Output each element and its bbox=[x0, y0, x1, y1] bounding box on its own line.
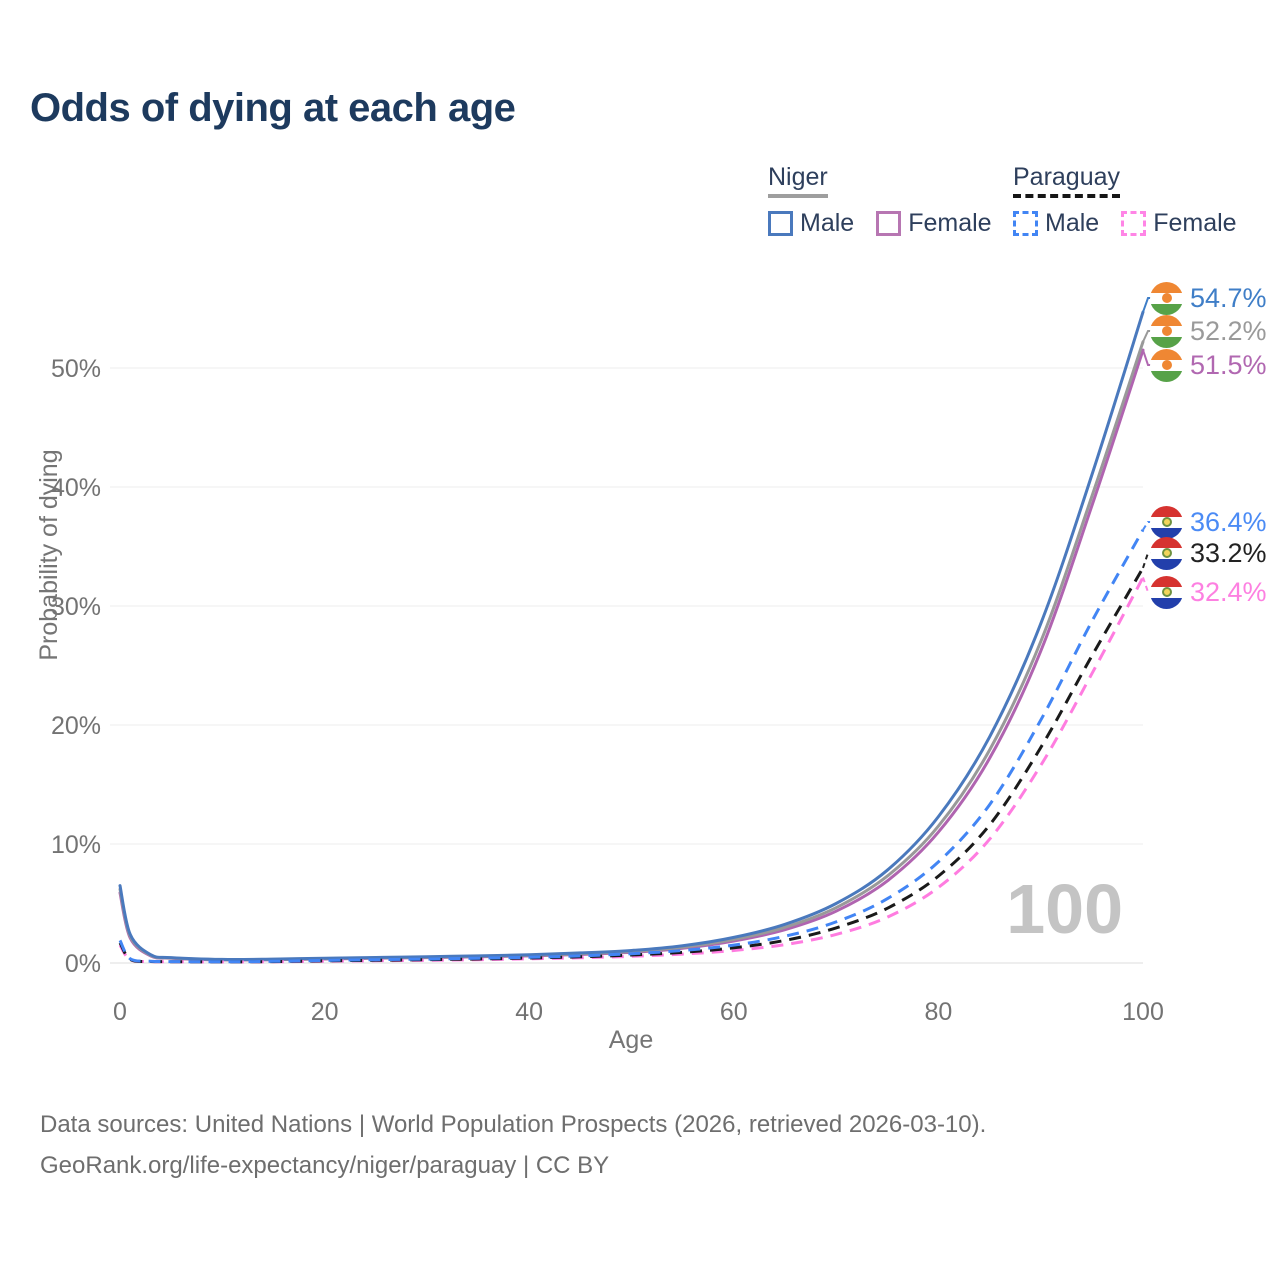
paraguay-flag-icon bbox=[1150, 575, 1183, 609]
legend-item-niger-male[interactable]: Male bbox=[768, 209, 854, 238]
series-line-niger-male[interactable] bbox=[118, 310, 1145, 962]
legend-item-paraguay-female[interactable]: Female bbox=[1121, 209, 1237, 238]
paraguay-flag-icon bbox=[1150, 536, 1183, 570]
y-axis-title: Probability of dying bbox=[35, 449, 63, 661]
niger-flag-roundel bbox=[1161, 293, 1172, 303]
x-tick-label: 60 bbox=[720, 998, 748, 1026]
footer-data-sources: Data sources: United Nations | World Pop… bbox=[40, 1111, 987, 1138]
niger-line-style-swatch bbox=[768, 194, 828, 198]
paraguay-flag-emblem bbox=[1161, 587, 1172, 597]
x-tick-label: 40 bbox=[515, 998, 543, 1026]
niger-male-swatch bbox=[768, 211, 793, 236]
end-value-label-paraguay-both-sexes: 33.2% bbox=[1190, 537, 1267, 568]
legend-group-paraguay: Paraguay Male Female bbox=[1013, 163, 1237, 238]
legend-item-paraguay-male[interactable]: Male bbox=[1013, 209, 1099, 238]
paraguay-female-swatch bbox=[1121, 211, 1147, 236]
paraguay-line-style-swatch bbox=[1013, 194, 1121, 198]
y-tick-label: 10% bbox=[51, 831, 101, 859]
end-label-paraguay-both-sexes: 33.2% bbox=[1150, 536, 1267, 570]
end-value-label-paraguay-male: 36.4% bbox=[1190, 506, 1267, 537]
legend-group-paraguay-title: Paraguay bbox=[1013, 163, 1121, 191]
x-tick-label: 100 bbox=[1122, 998, 1164, 1026]
page-title: Odds of dying at each age bbox=[30, 86, 516, 130]
legend-item-label: Female bbox=[908, 209, 992, 237]
hover-age-watermark: 100 bbox=[1006, 870, 1123, 948]
end-label-niger-both-sexes: 52.2% bbox=[1150, 314, 1267, 348]
end-label-paraguay-male: 36.4% bbox=[1150, 505, 1267, 539]
niger-flag-icon bbox=[1150, 281, 1183, 315]
end-value-label-niger-female: 51.5% bbox=[1190, 349, 1267, 380]
niger-flag-icon bbox=[1150, 314, 1183, 348]
x-tick-label: 20 bbox=[311, 998, 339, 1026]
legend-item-label: Female bbox=[1153, 209, 1237, 237]
paraguay-flag-icon bbox=[1150, 505, 1183, 539]
legend-group-paraguay-header: Paraguay bbox=[1013, 163, 1121, 198]
legend-group-niger-title: Niger bbox=[768, 163, 828, 191]
footer-attribution: GeoRank.org/life-expectancy/niger/paragu… bbox=[40, 1152, 610, 1179]
legend-group-niger: Niger Male Female bbox=[768, 163, 992, 238]
niger-flag-roundel bbox=[1161, 326, 1172, 336]
y-tick-label: 30% bbox=[51, 593, 101, 621]
niger-female-swatch bbox=[876, 211, 902, 236]
y-tick-label: 40% bbox=[51, 474, 101, 502]
series-line-niger-female[interactable] bbox=[118, 348, 1145, 962]
series-line-paraguay-both-sexes[interactable] bbox=[118, 567, 1145, 964]
x-tick-label: 0 bbox=[113, 998, 127, 1026]
y-tick-label: 50% bbox=[51, 355, 101, 383]
series-line-paraguay-female[interactable] bbox=[118, 576, 1145, 964]
legend-group-niger-header: Niger bbox=[768, 163, 828, 198]
x-tick-label: 80 bbox=[924, 998, 952, 1026]
y-tick-label: 0% bbox=[65, 950, 101, 978]
end-value-label-niger-male: 54.7% bbox=[1190, 282, 1267, 313]
paraguay-flag-emblem bbox=[1161, 517, 1172, 527]
series-line-paraguay-male[interactable] bbox=[118, 529, 1145, 964]
x-axis-title: Age bbox=[608, 1026, 654, 1054]
end-label-paraguay-female: 32.4% bbox=[1150, 575, 1267, 609]
niger-flag-icon bbox=[1150, 348, 1183, 382]
end-value-label-paraguay-female: 32.4% bbox=[1190, 576, 1267, 607]
legend-item-label: Male bbox=[1045, 209, 1100, 237]
legend-item-niger-female[interactable]: Female bbox=[876, 209, 992, 238]
end-label-niger-female: 51.5% bbox=[1150, 348, 1267, 382]
paraguay-male-swatch bbox=[1013, 211, 1038, 236]
end-label-niger-male: 54.7% bbox=[1150, 281, 1267, 315]
legend-item-label: Male bbox=[800, 209, 855, 237]
niger-flag-roundel bbox=[1161, 360, 1172, 370]
series-line-niger-both-sexes[interactable] bbox=[118, 340, 1145, 962]
footer: Data sources: United Nations | World Pop… bbox=[40, 1104, 986, 1186]
end-value-label-niger-both-sexes: 52.2% bbox=[1190, 315, 1267, 346]
paraguay-flag-emblem bbox=[1161, 548, 1172, 558]
y-tick-label: 20% bbox=[51, 712, 101, 740]
